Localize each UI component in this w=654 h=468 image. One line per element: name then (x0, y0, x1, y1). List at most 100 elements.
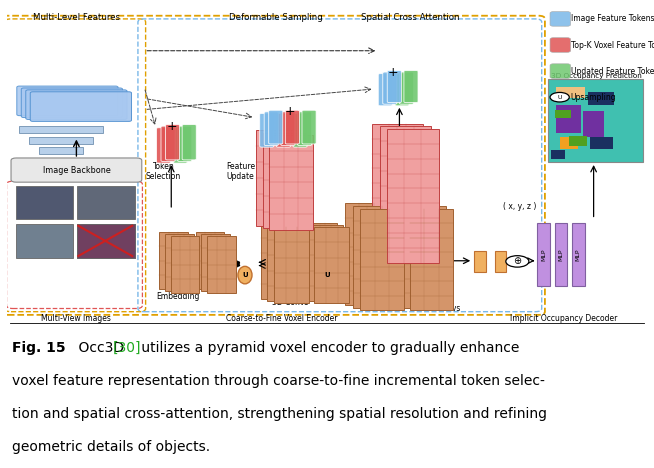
Bar (201, 234, 230, 291)
Bar (20, 126, 103, 133)
Ellipse shape (320, 266, 334, 284)
Bar (548, 80, 643, 162)
Bar (77, 186, 135, 219)
Bar (583, 111, 604, 137)
Bar (572, 223, 585, 286)
FancyBboxPatch shape (161, 126, 175, 161)
FancyBboxPatch shape (298, 112, 311, 146)
Text: +: + (167, 120, 177, 132)
FancyBboxPatch shape (281, 112, 295, 146)
Text: Top-K Voxel Feature Tokens: Top-K Voxel Feature Tokens (570, 41, 654, 50)
FancyBboxPatch shape (302, 110, 316, 144)
Bar (263, 132, 307, 228)
Bar (409, 209, 453, 310)
FancyBboxPatch shape (22, 88, 122, 117)
Bar (360, 209, 404, 310)
Text: 3D Occupancy Prediction: 3D Occupancy Prediction (551, 73, 642, 79)
Bar (29, 137, 93, 144)
Text: Token
Selection: Token Selection (146, 162, 181, 182)
Text: MLP: MLP (576, 248, 581, 261)
Text: utilizes a pyramid voxel encoder to gradually enhance: utilizes a pyramid voxel encoder to grad… (137, 341, 519, 355)
Bar (537, 223, 550, 286)
Bar (394, 204, 438, 305)
Text: ⊕: ⊕ (513, 256, 521, 266)
FancyBboxPatch shape (378, 73, 392, 106)
Bar (16, 224, 73, 257)
Text: voxel feature representation through coarse-to-fine incremental token selec-: voxel feature representation through coa… (12, 374, 545, 388)
Text: +: + (388, 66, 398, 79)
Bar (495, 251, 506, 272)
Text: Deformable Sampling: Deformable Sampling (229, 13, 322, 22)
Bar (207, 236, 236, 293)
Bar (301, 223, 337, 299)
FancyBboxPatch shape (173, 128, 187, 163)
Text: MLP: MLP (541, 248, 546, 261)
FancyBboxPatch shape (387, 71, 402, 102)
Text: Implicit Occupancy Decoder: Implicit Occupancy Decoder (511, 314, 618, 322)
Text: Multi-Level Features: Multi-Level Features (33, 13, 120, 22)
FancyBboxPatch shape (550, 38, 570, 52)
Bar (171, 236, 199, 293)
FancyBboxPatch shape (178, 126, 192, 161)
FancyBboxPatch shape (285, 110, 300, 144)
Text: Spatial Cross Attention: Spatial Cross Attention (361, 13, 460, 22)
Text: U: U (557, 95, 562, 100)
FancyBboxPatch shape (550, 12, 570, 26)
Text: Updated Feature Tokens: Updated Feature Tokens (570, 66, 654, 76)
Circle shape (550, 92, 569, 102)
Bar (569, 136, 587, 146)
Text: Fig. 15: Fig. 15 (12, 341, 65, 355)
Text: Upsampling: Upsampling (570, 93, 616, 102)
Text: Voxel
Embedding: Voxel Embedding (156, 281, 200, 301)
Bar (196, 232, 224, 289)
FancyBboxPatch shape (182, 124, 196, 160)
Text: MLP: MLP (559, 248, 564, 261)
Bar (345, 204, 388, 305)
Text: Feature
Update: Feature Update (226, 162, 255, 182)
Bar (267, 225, 303, 301)
FancyBboxPatch shape (400, 72, 413, 104)
Bar (165, 234, 194, 291)
FancyBboxPatch shape (293, 113, 307, 147)
Bar (557, 88, 585, 98)
Bar (474, 251, 486, 272)
Bar (590, 137, 613, 149)
Bar (261, 223, 296, 299)
Bar (557, 105, 581, 133)
Bar (256, 130, 300, 226)
Bar (402, 206, 445, 308)
FancyBboxPatch shape (395, 73, 409, 106)
Text: Image Feature Tokens: Image Feature Tokens (570, 15, 654, 23)
Text: ( x, y, z ): ( x, y, z ) (502, 202, 536, 211)
Bar (555, 223, 568, 286)
FancyBboxPatch shape (165, 124, 180, 160)
Text: +: + (284, 105, 295, 118)
Text: tion and spatial cross-attention, strengthening spatial resolution and refining: tion and spatial cross-attention, streng… (12, 407, 547, 421)
Bar (274, 227, 309, 303)
Bar (314, 227, 349, 303)
FancyBboxPatch shape (260, 113, 274, 147)
Bar (39, 147, 84, 154)
Bar (560, 137, 577, 149)
Text: 3D Convs: 3D Convs (366, 304, 403, 313)
Bar (308, 225, 343, 301)
Text: U: U (324, 272, 330, 278)
Text: Coarse-to-Fine Voxel Encoder: Coarse-to-Fine Voxel Encoder (226, 314, 338, 322)
Circle shape (506, 256, 529, 267)
Text: 3D Convs: 3D Convs (272, 298, 309, 307)
Bar (77, 224, 135, 257)
Bar (551, 150, 566, 159)
FancyBboxPatch shape (11, 158, 142, 182)
FancyBboxPatch shape (277, 113, 290, 147)
FancyBboxPatch shape (26, 90, 127, 119)
Text: Occ3D: Occ3D (61, 341, 128, 355)
Text: Image Backbone: Image Backbone (43, 166, 111, 175)
Bar (353, 206, 396, 308)
Text: U: U (242, 272, 248, 278)
Text: Multi-View Images: Multi-View Images (41, 314, 111, 322)
Text: 3D Convs: 3D Convs (424, 304, 460, 313)
Bar (16, 186, 73, 219)
Bar (372, 124, 423, 257)
Bar (77, 224, 135, 257)
Ellipse shape (238, 266, 252, 284)
